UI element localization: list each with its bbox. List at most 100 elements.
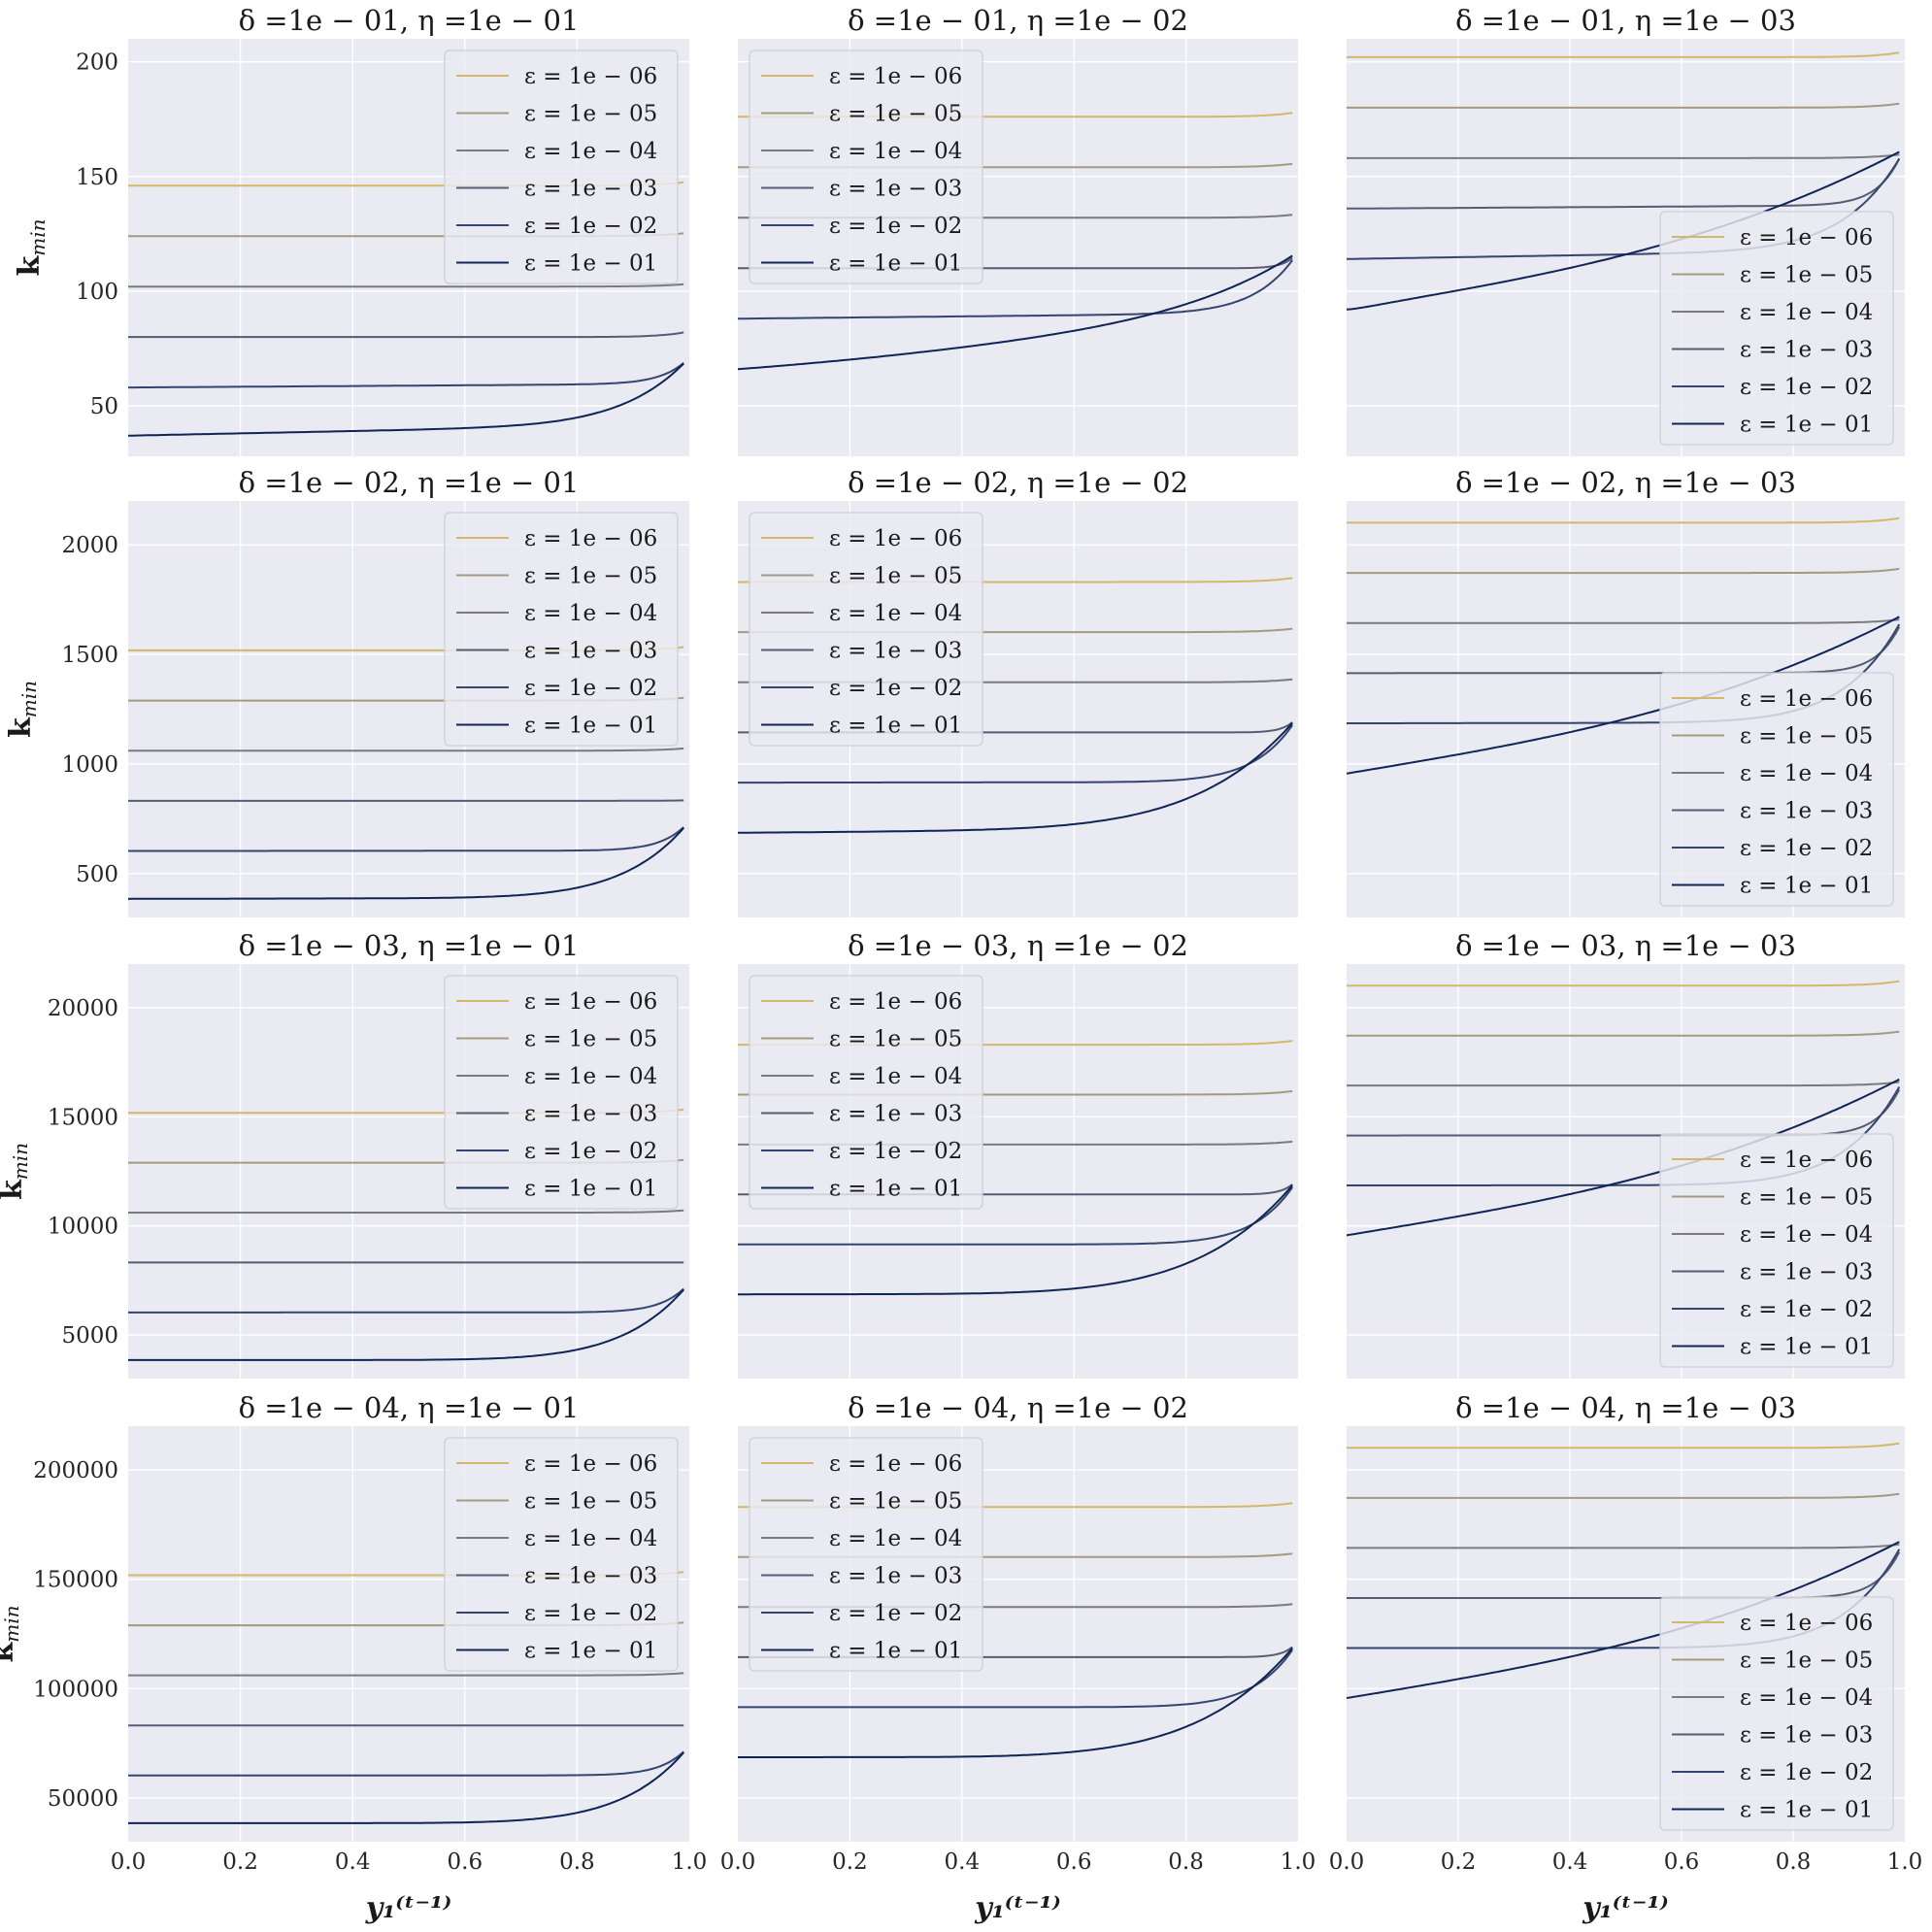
x-tick-label: 0.8 [559,1849,595,1875]
legend-entry: ε = 1e − 06 [1740,1148,1873,1173]
legend-entry: ε = 1e − 03 [1740,338,1873,363]
y-tick-label: 15000 [48,1105,118,1130]
series-line-eps-5 [1347,616,1900,775]
series-line-eps-5 [128,362,684,437]
legend-entry: ε = 1e − 05 [524,1489,657,1515]
legend-entry: ε = 1e − 04 [1740,300,1873,325]
panel-r0-c0: 50 100 150 200 kmin δ =1e − 01, η =1e − 01 ε =… [13,4,689,456]
x-tick-label: 0.4 [335,1849,371,1875]
x-tick-label: 0.6 [1664,1849,1700,1875]
series-line-eps-4 [128,362,684,389]
series-line-eps-4 [128,1287,684,1314]
series-line-eps-4 [128,1750,684,1777]
panel-r3-c2: 0.0 0.2 0.4 0.6 0.8 1.0 y₁⁽ᵗ⁻¹⁾ δ =1e − 04, η =… [1329,1391,1923,1925]
legend-entry: ε = 1e − 05 [829,102,962,127]
x-axis-label: y₁⁽ᵗ⁻¹⁾ [974,1891,1061,1925]
legend-entry: ε = 1e − 02 [524,676,657,701]
y-tick-label: 1000 [61,752,118,778]
x-axis-label: y₁⁽ᵗ⁻¹⁾ [365,1891,452,1925]
x-axis-label: y₁⁽ᵗ⁻¹⁾ [1582,1891,1669,1925]
legend: ε = 1e − 06 ε = 1e − 05 ε = 1e − 04 ε = 1e … [1659,1596,1894,1831]
panel-title: δ =1e − 04, η =1e − 03 [1455,1391,1796,1424]
series-line-eps-3 [128,331,684,339]
panel-r0-c1: δ =1e − 01, η =1e − 02ε = 1e − 06ε = 1e … [738,4,1298,456]
legend-entry: ε = 1e − 01 [829,251,962,277]
x-tick-label: 0.4 [945,1849,981,1875]
legend-entry: ε = 1e − 04 [524,1526,657,1551]
legend-entry: ε = 1e − 01 [524,1177,657,1202]
y-tick-label: 100 [76,280,118,305]
legend: ε = 1e − 06 ε = 1e − 05 ε = 1e − 04 ε = 1e … [749,50,983,284]
legend-entry: ε = 1e − 06 [524,526,657,551]
y-axis-label: kmin [0,1605,23,1662]
series-line-eps-1 [1347,1492,1900,1499]
x-tick-label: 0.0 [111,1849,147,1875]
x-tick-label: 0.6 [448,1849,483,1875]
legend-entry: ε = 1e − 01 [1740,413,1873,438]
legend-entry: ε = 1e − 01 [1740,1335,1873,1360]
legend-entry: ε = 1e − 05 [829,564,962,589]
x-tick-label: 1.0 [672,1849,708,1875]
x-tick-label: 1.0 [1887,1849,1923,1875]
series-line-eps-4 [128,826,684,852]
series-line-eps-1 [1347,102,1900,109]
x-tick-label: 0.2 [832,1849,868,1875]
legend-entry: ε = 1e − 03 [1740,799,1873,824]
legend-entry: ε = 1e − 05 [1740,1649,1873,1674]
panel-title: δ =1e − 02, η =1e − 01 [239,466,580,499]
series-line-eps-2 [1347,153,1900,159]
series-line-eps-4 [738,259,1293,320]
y-tick-label: 200000 [33,1458,118,1483]
legend-entry: ε = 1e − 01 [524,1639,657,1664]
series-line-eps-1 [1347,567,1900,575]
y-tick-label: 100000 [33,1677,118,1702]
legend-entry: ε = 1e − 03 [829,1564,962,1589]
panel-r3-c1: 0.0 0.2 0.4 0.6 0.8 1.0 y₁⁽ᵗ⁻¹⁾ δ =1e − 04, η =… [720,1391,1316,1925]
series-line-eps-4 [738,1649,1294,1709]
legend-entry: ε = 1e − 05 [829,1027,962,1052]
y-tick-label: 10000 [48,1215,118,1240]
series-line-eps-5 [738,1184,1293,1296]
y-tick-label: 150000 [33,1568,118,1593]
legend-entry: ε = 1e − 01 [829,1639,962,1664]
panel-title: δ =1e − 01, η =1e − 01 [239,4,580,37]
y-tick-label: 50000 [48,1786,118,1812]
legend-entry: ε = 1e − 06 [1740,1611,1873,1636]
panel-r2-c2: δ =1e − 03, η =1e − 03ε = 1e − 06ε = 1e … [1347,929,1905,1379]
legend-entry: ε = 1e − 04 [1740,1685,1873,1711]
legend-entry: ε = 1e − 02 [829,1601,962,1626]
legend: ε = 1e − 06 ε = 1e − 05 ε = 1e − 04 ε = 1e … [1659,211,1894,446]
legend-entry: ε = 1e − 03 [1740,1260,1873,1285]
legend-entry: ε = 1e − 04 [524,601,657,626]
legend-entry: ε = 1e − 01 [524,251,657,277]
legend-entry: ε = 1e − 06 [524,64,657,89]
series-line-eps-2 [128,1209,684,1214]
x-tick-label: 0.2 [1441,1849,1477,1875]
legend-entry: ε = 1e − 04 [829,601,962,626]
legend-entry: ε = 1e − 04 [829,139,962,164]
legend-entry: ε = 1e − 06 [829,1451,962,1477]
legend-entry: ε = 1e − 02 [524,1139,657,1164]
legend: ε = 1e − 06 ε = 1e − 05 ε = 1e − 04 ε = 1e … [444,1437,679,1672]
panel-title: δ =1e − 03, η =1e − 01 [239,929,580,962]
series-line-eps-0 [1347,980,1900,987]
legend-entry: ε = 1e − 06 [829,526,962,551]
legend-entry: ε = 1e − 04 [1740,761,1873,786]
series-line-eps-0 [1347,1442,1900,1449]
series-line-eps-5 [128,1751,684,1824]
legend-entry: ε = 1e − 04 [1740,1222,1873,1248]
x-tick-label: 0.0 [1329,1849,1365,1875]
legend-entry: ε = 1e − 05 [1740,724,1873,749]
legend: ε = 1e − 06 ε = 1e − 05 ε = 1e − 04 ε = 1e … [749,1437,983,1672]
series-line-eps-5 [738,722,1293,834]
legend-entry: ε = 1e − 02 [829,214,962,239]
series-line-eps-5 [1347,1541,1900,1699]
legend-entry: ε = 1e − 02 [1740,375,1873,400]
legend-entry: ε = 1e − 05 [524,564,657,589]
legend-entry: ε = 1e − 03 [524,1564,657,1589]
y-tick-label: 150 [76,165,118,190]
panel-r2-c1: δ =1e − 03, η =1e − 02ε = 1e − 06ε = 1e … [738,929,1298,1379]
legend: ε = 1e − 06 ε = 1e − 05 ε = 1e − 04 ε = 1e … [1659,672,1894,907]
legend-entry: ε = 1e − 02 [1740,1297,1873,1322]
